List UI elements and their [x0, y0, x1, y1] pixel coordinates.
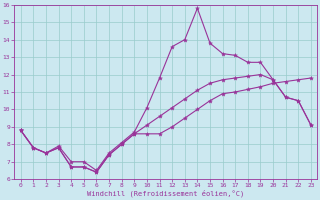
X-axis label: Windchill (Refroidissement éolien,°C): Windchill (Refroidissement éolien,°C) — [87, 190, 244, 197]
